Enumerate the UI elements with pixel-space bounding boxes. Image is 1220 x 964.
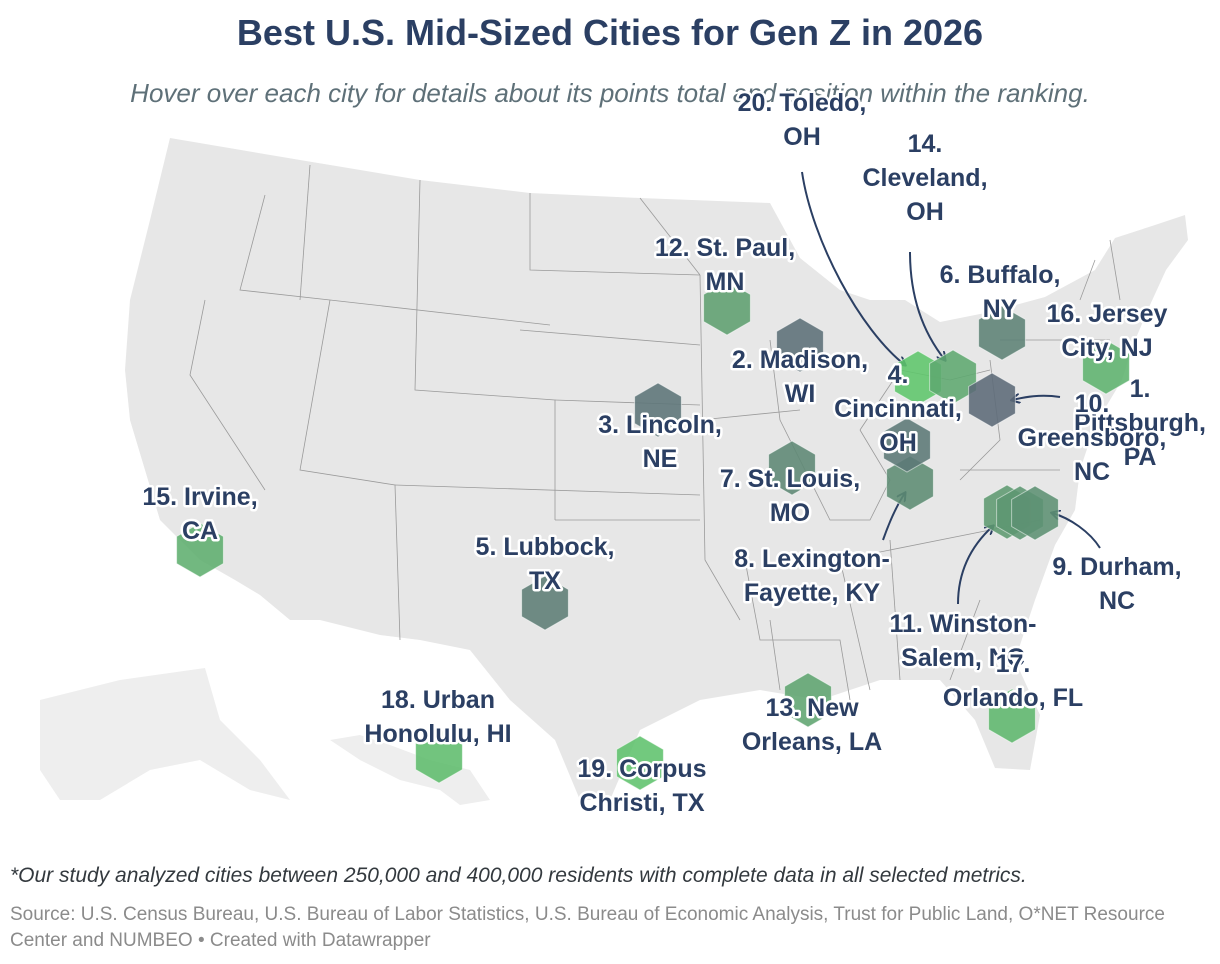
city-marker-12[interactable]: 12. St. Paul, MN <box>703 280 751 336</box>
city-marker-5[interactable]: 5. Lubbock, TX <box>521 575 569 631</box>
city-marker-3[interactable]: 3. Lincoln, NE <box>634 382 682 438</box>
city-marker-16[interactable]: 16. Jersey City, NJ <box>1082 339 1130 395</box>
leader-line-11 <box>957 526 993 605</box>
us-mainland-shape <box>125 138 1188 800</box>
city-marker-6[interactable]: 6. Buffalo, NY <box>978 305 1026 361</box>
city-label-line: Cincinnati, <box>834 395 962 423</box>
city-marker-9[interactable]: 9. Durham, NC <box>1011 485 1059 541</box>
city-label-line: 3. Lincoln, <box>598 411 722 439</box>
city-label-7: 7. St. Louis, MO <box>720 465 860 527</box>
city-label-line: Orleans, LA <box>742 728 882 756</box>
city-label-line: 5. Lubbock, <box>476 533 615 561</box>
city-marker-1[interactable]: 1. Pittsburgh, PA <box>968 372 1016 428</box>
city-label-line: 1. <box>1130 375 1151 403</box>
city-label-line: 16. Jersey <box>1047 300 1168 328</box>
city-label-16: 16. Jersey City, NJ <box>1047 300 1168 362</box>
city-label-line: 19. Corpus <box>577 755 706 783</box>
leader-line-14 <box>909 251 945 360</box>
city-label-2: 2. Madison, WI <box>732 346 868 408</box>
city-label-line: TX <box>529 567 561 595</box>
city-label-line: 6. Buffalo, <box>940 261 1061 289</box>
city-label-line: CA <box>182 517 218 545</box>
source-note: Source: U.S. Census Bureau, U.S. Bureau … <box>10 902 1200 954</box>
city-label-line: Orlando, FL <box>943 684 1083 712</box>
city-marker-17[interactable]: 17. Orlando, FL <box>988 688 1036 744</box>
city-label-10: 10. Greensboro, NC <box>1018 390 1167 486</box>
alaska-shape <box>40 668 290 800</box>
city-label-14: 14. Cleveland, OH <box>862 130 987 226</box>
city-label-line: NC <box>1099 587 1135 615</box>
city-label-line: 15. Irvine, <box>142 483 257 511</box>
city-label-line: 20. Toledo, <box>738 89 867 117</box>
city-label-1: 1. Pittsburgh, PA <box>1074 375 1206 471</box>
city-label-line: WI <box>785 380 816 408</box>
city-label-line: Salem, NC <box>901 644 1025 672</box>
city-label-line: Greensboro, <box>1018 424 1167 452</box>
city-label-line: Honolulu, HI <box>364 720 511 748</box>
city-label-9: 9. Durham, NC <box>1052 553 1181 615</box>
city-label-line: NC <box>1074 458 1110 486</box>
city-label-13: 13. New Orleans, LA <box>742 694 882 756</box>
credit-text: Created with Datawrapper <box>209 930 431 951</box>
city-marker-4[interactable]: 4. Cincinnati, OH <box>883 417 931 473</box>
city-label-12: 12. St. Paul, MN <box>655 234 795 296</box>
city-label-line: 17. <box>996 650 1031 678</box>
city-label-line: 7. St. Louis, <box>720 465 860 493</box>
city-label-line: MO <box>770 499 810 527</box>
city-label-4: 4. Cincinnati, OH <box>834 361 962 457</box>
city-label-line: City, NJ <box>1061 334 1152 362</box>
city-marker-7[interactable]: 7. St. Louis, MO <box>768 440 816 496</box>
city-label-18: 18. Urban Honolulu, HI <box>364 686 511 748</box>
city-label-line: 10. <box>1075 390 1110 418</box>
state-borders <box>189 164 1121 701</box>
city-label-line: NE <box>643 445 678 473</box>
city-label-line: OH <box>879 429 917 457</box>
source-text: Source: U.S. Census Bureau, U.S. Bureau … <box>10 904 1165 951</box>
city-label-17: 17. Orlando, FL <box>943 650 1083 712</box>
city-label-line: 12. St. Paul, <box>655 234 795 262</box>
leader-line-20 <box>801 171 905 365</box>
city-label-line: 13. New <box>765 694 859 722</box>
city-label-6: 6. Buffalo, NY <box>940 261 1061 323</box>
city-label-line: Pittsburgh, <box>1074 409 1206 437</box>
city-label-line: PA <box>1124 443 1157 471</box>
city-label-line: 14. <box>908 130 943 158</box>
city-label-5: 5. Lubbock, TX <box>476 533 615 595</box>
city-label-line: Fayette, KY <box>744 579 880 607</box>
city-label-line: Cleveland, <box>862 164 987 192</box>
city-label-line: 4. <box>888 361 909 389</box>
city-marker-14[interactable]: 14. Cleveland, OH <box>929 349 977 405</box>
city-label-line: 18. Urban <box>381 686 495 714</box>
city-label-19: 19. Corpus Christi, TX <box>577 755 706 817</box>
city-label-11: 11. Winston- Salem, NC <box>889 610 1036 672</box>
city-label-line: 11. Winston- <box>889 610 1036 638</box>
city-label-line: 2. Madison, <box>732 346 868 374</box>
city-label-3: 3. Lincoln, NE <box>598 411 722 473</box>
city-label-line: NY <box>983 295 1018 323</box>
city-marker-2[interactable]: 2. Madison, WI <box>776 317 824 373</box>
city-label-line: OH <box>906 198 944 226</box>
city-label-line: Christi, TX <box>579 789 704 817</box>
city-marker-8[interactable]: 8. Lexington-Fayette, KY <box>886 455 934 511</box>
city-marker-18[interactable]: 18. Urban Honolulu, HI <box>415 728 463 784</box>
hawaii-shape <box>330 735 490 805</box>
city-label-15: 15. Irvine, CA <box>142 483 257 545</box>
city-label-line: 9. Durham, <box>1052 553 1181 581</box>
separator: • <box>197 930 210 951</box>
city-label-line: 8. Lexington- <box>734 545 890 573</box>
chart-subtitle: Hover over each city for details about i… <box>130 78 1090 108</box>
city-label-line: MN <box>706 268 745 296</box>
city-label-20: 20. Toledo, OH <box>738 89 867 151</box>
city-label-8: 8. Lexington- Fayette, KY <box>734 545 890 607</box>
city-label-line: OH <box>783 123 821 151</box>
chart-title: Best U.S. Mid-Sized Cities for Gen Z in … <box>236 12 984 53</box>
city-marker-13[interactable]: 13. New Orleans, LA <box>784 672 832 728</box>
city-marker-15[interactable]: 15. Irvine, CA <box>176 522 224 578</box>
footnote: *Our study analyzed cities between 250,0… <box>10 864 1027 887</box>
city-marker-19[interactable]: 19. Corpus Christi, TX <box>616 735 664 791</box>
